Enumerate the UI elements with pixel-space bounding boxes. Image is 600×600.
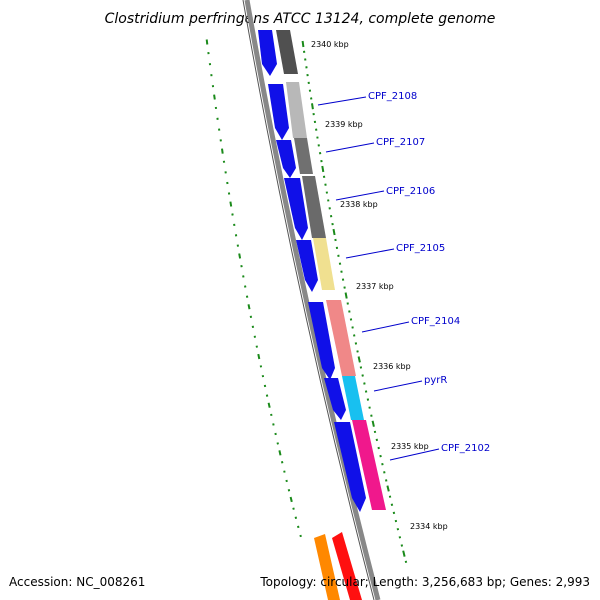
outer-tick-ring [301,40,408,564]
minor-tick [292,507,295,510]
gene-band [342,376,364,420]
major-tick [402,550,406,557]
minor-tick [390,503,394,506]
leader-line [325,142,375,153]
major-tick [238,253,242,259]
gene-band [332,532,362,600]
major-tick [332,228,336,236]
genome-backbone [244,0,381,600]
gene-band [302,176,326,238]
leader-line [335,190,385,201]
kbp-label: 2338 kbp [340,200,378,209]
orf-track [258,30,366,512]
minor-tick [375,438,379,442]
kbp-label: 2340 kbp [311,40,349,49]
major-tick [229,201,233,207]
orf-arrow [308,302,335,380]
gene-label: CPF_2106 [386,186,435,197]
orf-arrow [268,84,289,140]
major-tick [221,148,224,154]
inner-tick-ring [205,39,302,538]
gene-band [276,30,298,74]
major-tick [301,40,305,48]
minor-tick [392,511,396,515]
minor-tick [265,394,269,397]
orf-arrow [324,378,346,420]
major-tick [371,420,375,427]
major-tick [213,94,216,100]
minor-tick [285,479,288,483]
kbp-label: 2339 kbp [325,120,363,129]
leader-line [389,448,440,461]
major-tick [247,304,251,310]
major-tick [357,356,361,363]
gene-band [352,420,386,510]
minor-tick [388,495,392,498]
map-title: Clostridium perfringens ATCC 13124, comp… [105,11,496,27]
leader-line [361,321,410,333]
minor-tick [294,516,298,520]
minor-tick [400,544,404,547]
orf-arrow [276,140,296,178]
major-tick [311,103,314,110]
gene-label: pyrR [424,375,447,386]
gene-band [294,138,313,174]
leader-line [345,248,395,259]
leader-line [317,96,367,106]
major-tick [267,402,271,408]
major-tick [205,39,209,45]
minor-tick [276,442,279,445]
kbp-label: 2335 kbp [391,442,429,451]
gene-label: CPF_2102 [441,443,490,454]
gene-band [286,82,307,138]
accession-text: Accession: NC_008261 [9,575,145,589]
gene-label: CPF_2107 [376,137,425,148]
genome-backbone-inner [242,0,375,600]
kbp-label: 2334 kbp [410,522,448,531]
gene-label: CPF_2104 [411,316,460,327]
minor-tick [356,350,359,353]
gene-label: CPF_2108 [368,91,417,102]
minor-tick [299,534,302,538]
orf-arrow [334,422,366,512]
major-tick [257,353,261,360]
kbp-label: 2337 kbp [356,282,394,291]
major-tick [289,496,293,503]
minor-tick [398,536,402,539]
leader-line [373,380,423,392]
minor-tick [287,489,291,492]
major-tick [344,292,348,299]
major-tick [278,450,282,456]
major-tick [321,165,325,173]
orf-arrow [258,30,277,76]
gene-band [326,300,356,376]
minor-tick [361,374,364,377]
kbp-label: 2336 kbp [373,362,411,371]
label-leaders [317,96,440,461]
gene-band [313,238,335,290]
minor-tick [404,560,408,564]
minor-tick [280,461,284,464]
minor-tick [396,527,400,531]
orf-arrow [284,178,308,240]
genome-summary: Topology: circular; Length: 3,256,683 bp… [259,575,590,589]
major-tick [386,485,390,492]
gene-band [314,534,340,600]
minor-tick [297,525,300,529]
minor-tick [379,454,382,458]
gene-label: CPF_2105 [396,243,445,254]
orf-arrow [296,240,318,292]
gene-track [276,30,386,600]
